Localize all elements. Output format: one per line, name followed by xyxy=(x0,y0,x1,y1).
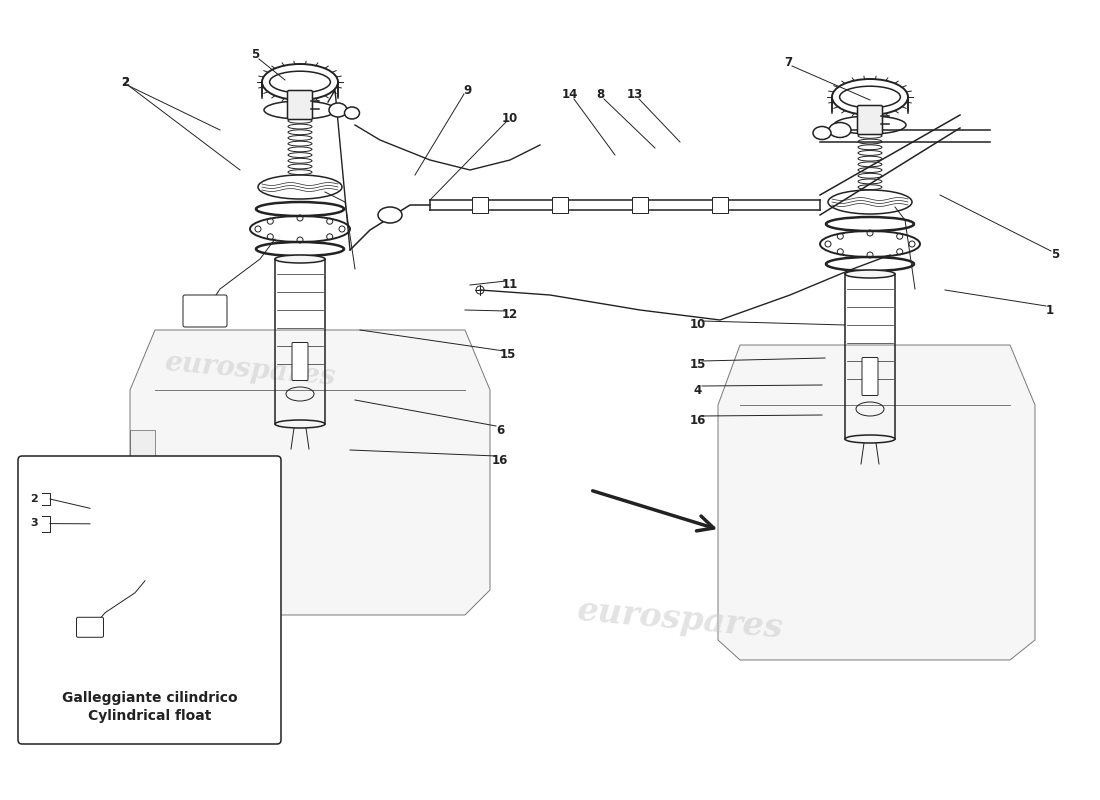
Ellipse shape xyxy=(275,255,324,263)
Ellipse shape xyxy=(275,420,324,428)
FancyBboxPatch shape xyxy=(287,90,312,119)
Ellipse shape xyxy=(378,207,402,223)
Text: 16: 16 xyxy=(690,414,706,426)
Text: 8: 8 xyxy=(596,89,604,102)
FancyBboxPatch shape xyxy=(472,197,488,213)
Text: 15: 15 xyxy=(690,358,706,371)
Text: eurospares: eurospares xyxy=(163,349,337,391)
FancyBboxPatch shape xyxy=(183,295,227,327)
Text: 6: 6 xyxy=(496,423,504,437)
Text: 7: 7 xyxy=(784,55,792,69)
Text: 14: 14 xyxy=(562,89,579,102)
Ellipse shape xyxy=(144,690,176,698)
Text: 10: 10 xyxy=(690,318,706,331)
Text: 1: 1 xyxy=(1046,303,1054,317)
Text: 3: 3 xyxy=(31,518,38,528)
FancyBboxPatch shape xyxy=(292,342,308,381)
Text: eurospares: eurospares xyxy=(575,594,784,646)
FancyBboxPatch shape xyxy=(152,643,168,682)
Text: 12: 12 xyxy=(502,309,518,322)
Ellipse shape xyxy=(813,126,830,139)
Text: 11: 11 xyxy=(502,278,518,291)
Text: 9: 9 xyxy=(464,83,472,97)
FancyBboxPatch shape xyxy=(552,197,568,213)
FancyBboxPatch shape xyxy=(858,106,882,134)
FancyBboxPatch shape xyxy=(712,197,728,213)
Ellipse shape xyxy=(344,107,360,119)
Ellipse shape xyxy=(829,122,851,138)
FancyBboxPatch shape xyxy=(632,197,648,213)
Text: 13: 13 xyxy=(627,89,644,102)
Ellipse shape xyxy=(329,103,346,117)
Text: 15: 15 xyxy=(499,349,516,362)
Text: Cylindrical float: Cylindrical float xyxy=(88,709,211,723)
Polygon shape xyxy=(130,430,155,480)
Ellipse shape xyxy=(845,270,895,278)
FancyBboxPatch shape xyxy=(152,486,168,506)
Text: 5: 5 xyxy=(251,49,260,62)
Text: 4: 4 xyxy=(694,383,702,397)
FancyBboxPatch shape xyxy=(18,456,280,744)
Polygon shape xyxy=(718,345,1035,660)
FancyBboxPatch shape xyxy=(862,358,878,395)
Polygon shape xyxy=(130,330,490,615)
Text: 10: 10 xyxy=(502,111,518,125)
Text: 5: 5 xyxy=(1050,249,1059,262)
FancyBboxPatch shape xyxy=(77,618,103,638)
Text: 2: 2 xyxy=(121,75,129,89)
Ellipse shape xyxy=(845,435,895,443)
Text: 16: 16 xyxy=(492,454,508,466)
Text: Galleggiante cilindrico: Galleggiante cilindrico xyxy=(62,691,238,705)
Text: 2: 2 xyxy=(31,494,38,504)
Text: 2: 2 xyxy=(121,75,129,89)
Ellipse shape xyxy=(144,587,176,595)
